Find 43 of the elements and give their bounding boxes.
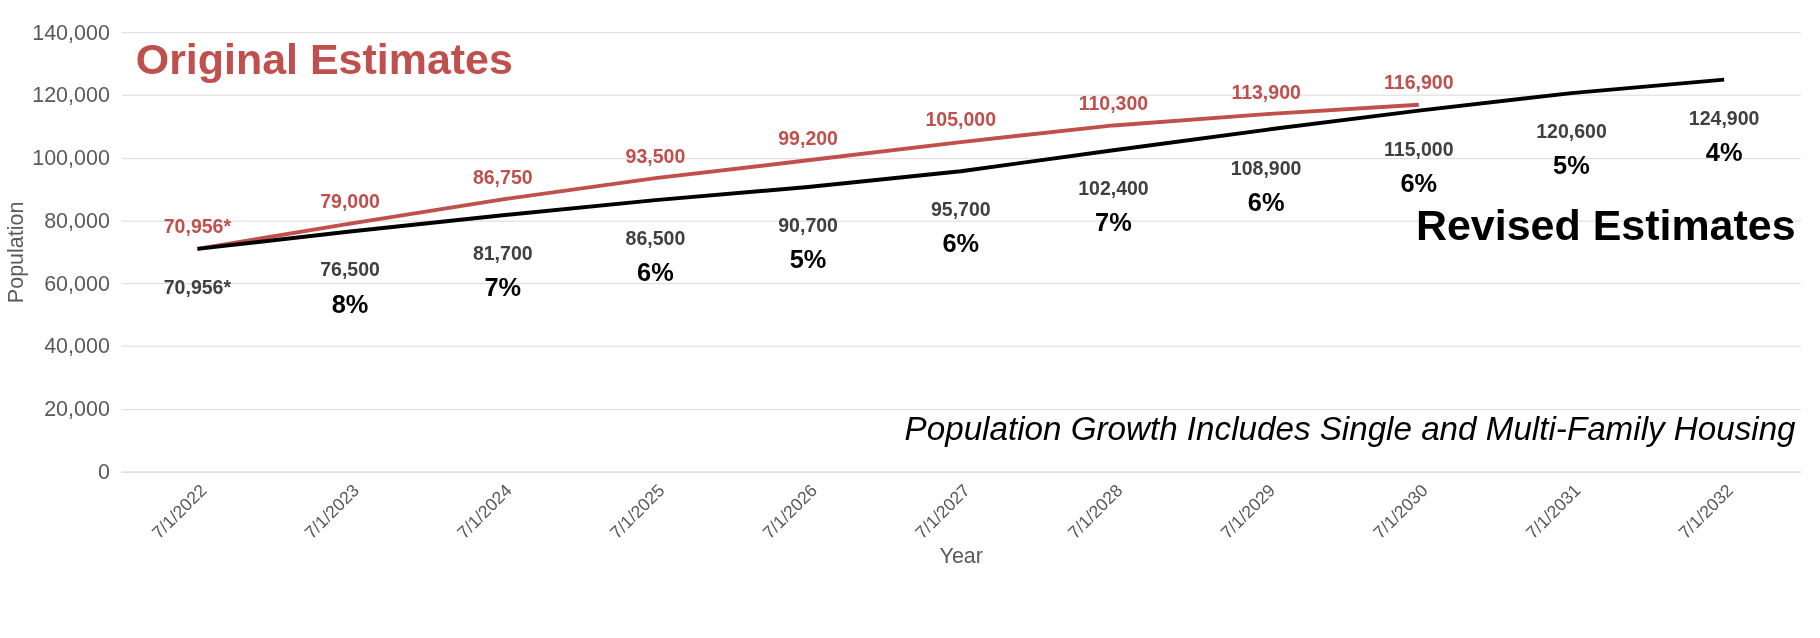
annotation: 7% bbox=[484, 273, 522, 302]
y-tick-label: 20,000 bbox=[44, 397, 110, 422]
annotation: 5% bbox=[1553, 151, 1590, 180]
annotation: Population Growth Includes Single and Multi-Family Housing bbox=[904, 410, 1797, 448]
data-label: 110,300 bbox=[1078, 91, 1149, 114]
y-tick-label: 0 bbox=[97, 459, 110, 484]
data-label: 120,600 bbox=[1536, 120, 1607, 143]
text: Revised Estimates bbox=[1415, 201, 1796, 250]
y-tick-label: 60,000 bbox=[44, 271, 110, 296]
y-tick-label: 140,000 bbox=[32, 20, 110, 45]
data-label: 99,200 bbox=[778, 126, 839, 149]
annotation: 8% bbox=[331, 289, 369, 318]
data-label: 113,900 bbox=[1231, 80, 1301, 103]
data-label: 70,956* bbox=[163, 275, 232, 298]
annotation: 6% bbox=[637, 258, 674, 287]
text: Original Estimates bbox=[135, 35, 513, 84]
data-label: 86,500 bbox=[625, 227, 686, 250]
data-label: 76,500 bbox=[320, 258, 381, 281]
annotation: 6% bbox=[1247, 187, 1285, 216]
annotation: 6% bbox=[942, 229, 980, 258]
annotation: 5% bbox=[789, 244, 827, 273]
data-label: 95,700 bbox=[930, 198, 991, 221]
annotation: 6% bbox=[1400, 168, 1438, 197]
y-tick-label: 80,000 bbox=[44, 208, 110, 233]
data-label: 124,900 bbox=[1688, 106, 1760, 129]
data-label: 102,400 bbox=[1078, 177, 1149, 200]
data-label: 108,900 bbox=[1230, 156, 1302, 179]
data-label: 81,700 bbox=[472, 242, 533, 265]
data-label: 70,956* bbox=[163, 215, 232, 238]
data-label: 93,500 bbox=[625, 144, 686, 167]
data-label: 116,900 bbox=[1384, 71, 1454, 94]
data-label: 105,000 bbox=[925, 108, 997, 131]
y-tick-label: 120,000 bbox=[32, 83, 110, 108]
y-tick-label: 40,000 bbox=[44, 334, 110, 359]
data-label: 90,700 bbox=[778, 213, 839, 236]
annotation: 7% bbox=[1095, 208, 1132, 237]
annotation: 4% bbox=[1705, 137, 1743, 166]
y-axis-title: Population bbox=[4, 201, 29, 304]
data-label: 86,750 bbox=[472, 165, 533, 188]
data-label: 79,000 bbox=[320, 190, 381, 213]
x-axis-title: Year bbox=[939, 544, 983, 569]
y-tick-label: 100,000 bbox=[32, 146, 110, 171]
data-label: 115,000 bbox=[1384, 137, 1454, 160]
